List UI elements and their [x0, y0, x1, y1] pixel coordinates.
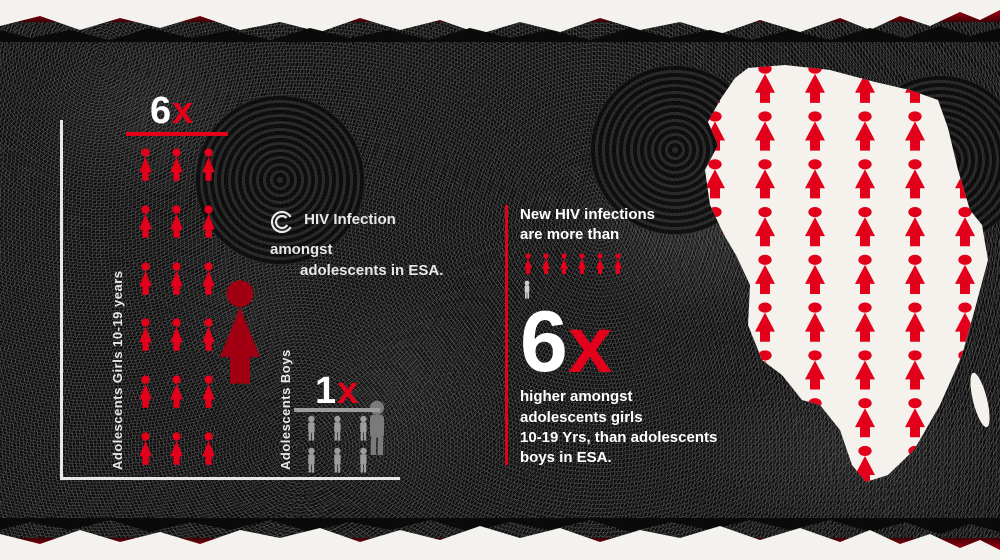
- infographic-stage: Adolescents Girls 10-19 years Adolescent…: [0, 0, 1000, 560]
- girls-bar: [130, 137, 224, 477]
- boys-axis-label: Adolescents Boys: [278, 330, 293, 470]
- red-strip-bottom: [0, 538, 1000, 560]
- boys-bar-value: 1x: [315, 370, 359, 413]
- africa-map: [690, 60, 990, 490]
- caption-line2: adolescents in ESA.: [300, 262, 443, 279]
- boys-multiplier: 1: [315, 370, 337, 412]
- concentric-c-icon: [270, 210, 294, 240]
- boys-bar: [298, 413, 376, 477]
- y-axis: [60, 120, 63, 480]
- x-suffix: x: [337, 370, 359, 412]
- girls-bar-value: 6x: [150, 90, 194, 133]
- girls-multiplier: 6: [150, 90, 172, 132]
- girls-icon-grid: [130, 137, 224, 477]
- red-strip-top: [0, 0, 1000, 22]
- vertical-divider: [505, 205, 508, 465]
- girls-axis-label: Adolescents Girls 10-19 years: [110, 150, 125, 470]
- x-axis: [60, 477, 400, 480]
- chart-caption: HIV Infection amongst adolescents in ESA…: [270, 210, 460, 281]
- x-suffix: x: [172, 90, 194, 132]
- boys-icon-grid: [298, 413, 376, 477]
